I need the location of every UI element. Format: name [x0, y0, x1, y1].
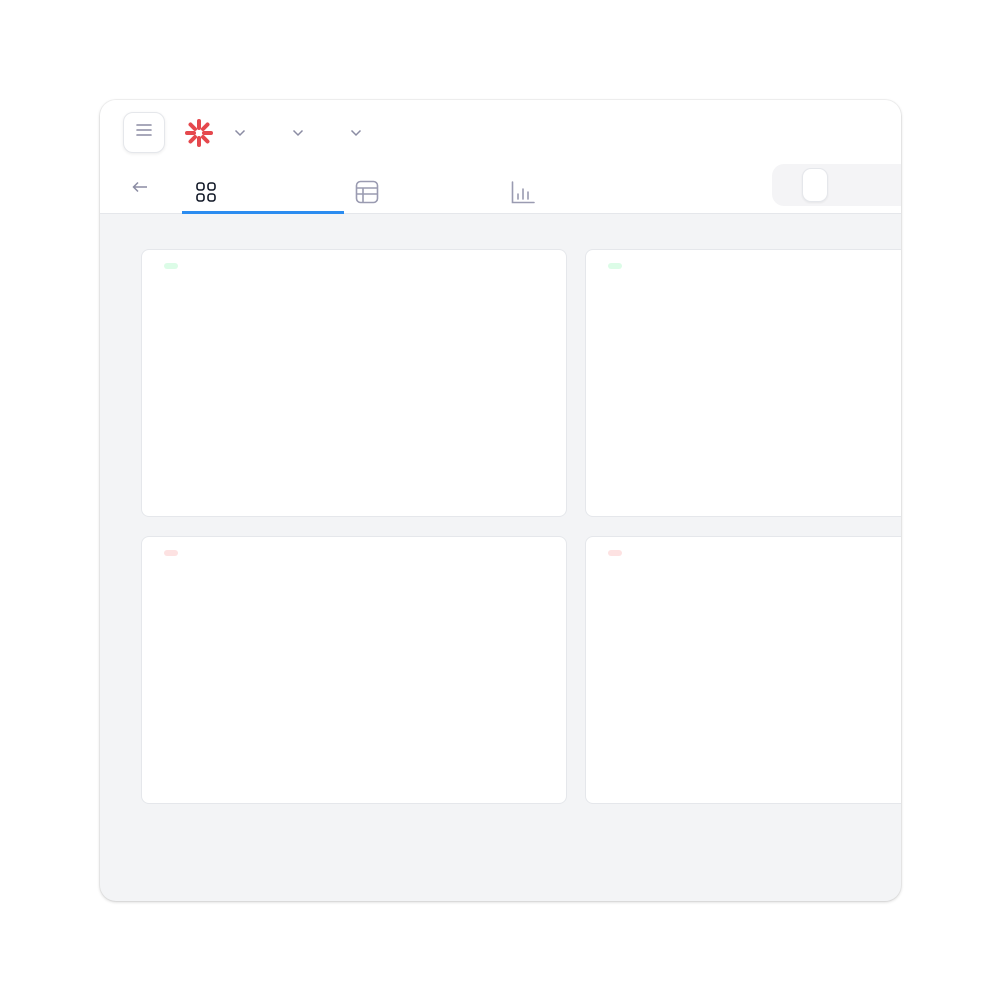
range-1d[interactable] — [802, 168, 828, 202]
metric-card-agent-action-completion[interactable] — [141, 536, 567, 804]
metric-badge — [608, 263, 622, 269]
line-chart — [142, 537, 567, 804]
metric-card-tool-selection[interactable] — [141, 249, 567, 517]
chevron-down-icon — [350, 129, 362, 137]
back-button[interactable] — [132, 177, 160, 199]
top-bar — [100, 100, 901, 214]
chevron-down-icon — [292, 129, 304, 137]
metric-card-context-adherence[interactable] — [585, 249, 901, 517]
tab-agent-view[interactable] — [195, 170, 229, 214]
line-chart — [586, 537, 901, 804]
breadcrumb — [184, 118, 366, 148]
metric-badge — [164, 550, 178, 556]
tab-trends[interactable] — [511, 170, 547, 214]
breadcrumb-planner[interactable] — [228, 129, 250, 137]
active-tab-indicator — [182, 211, 344, 214]
line-chart — [586, 250, 901, 517]
chevron-down-icon — [234, 129, 246, 137]
view-tabs — [100, 170, 901, 214]
metric-card-time-to-first-token[interactable] — [585, 536, 901, 804]
range-1w[interactable] — [828, 168, 852, 202]
app-window — [100, 100, 901, 901]
bar-chart-icon — [511, 180, 535, 204]
table-icon — [355, 180, 379, 204]
hamburger-icon — [135, 123, 153, 142]
breadcrumb-logstreams[interactable] — [286, 129, 308, 137]
tab-table-view[interactable] — [355, 170, 391, 214]
line-chart — [142, 250, 567, 517]
metric-badge — [164, 263, 178, 269]
logo-icon — [184, 118, 214, 148]
time-range-selector — [772, 164, 901, 206]
breadcrumb-travel[interactable] — [344, 129, 366, 137]
metric-badge — [608, 550, 622, 556]
menu-button[interactable] — [123, 112, 165, 153]
range-12h[interactable] — [778, 168, 802, 202]
grid-icon — [195, 181, 217, 203]
arrow-left-icon — [132, 177, 148, 199]
